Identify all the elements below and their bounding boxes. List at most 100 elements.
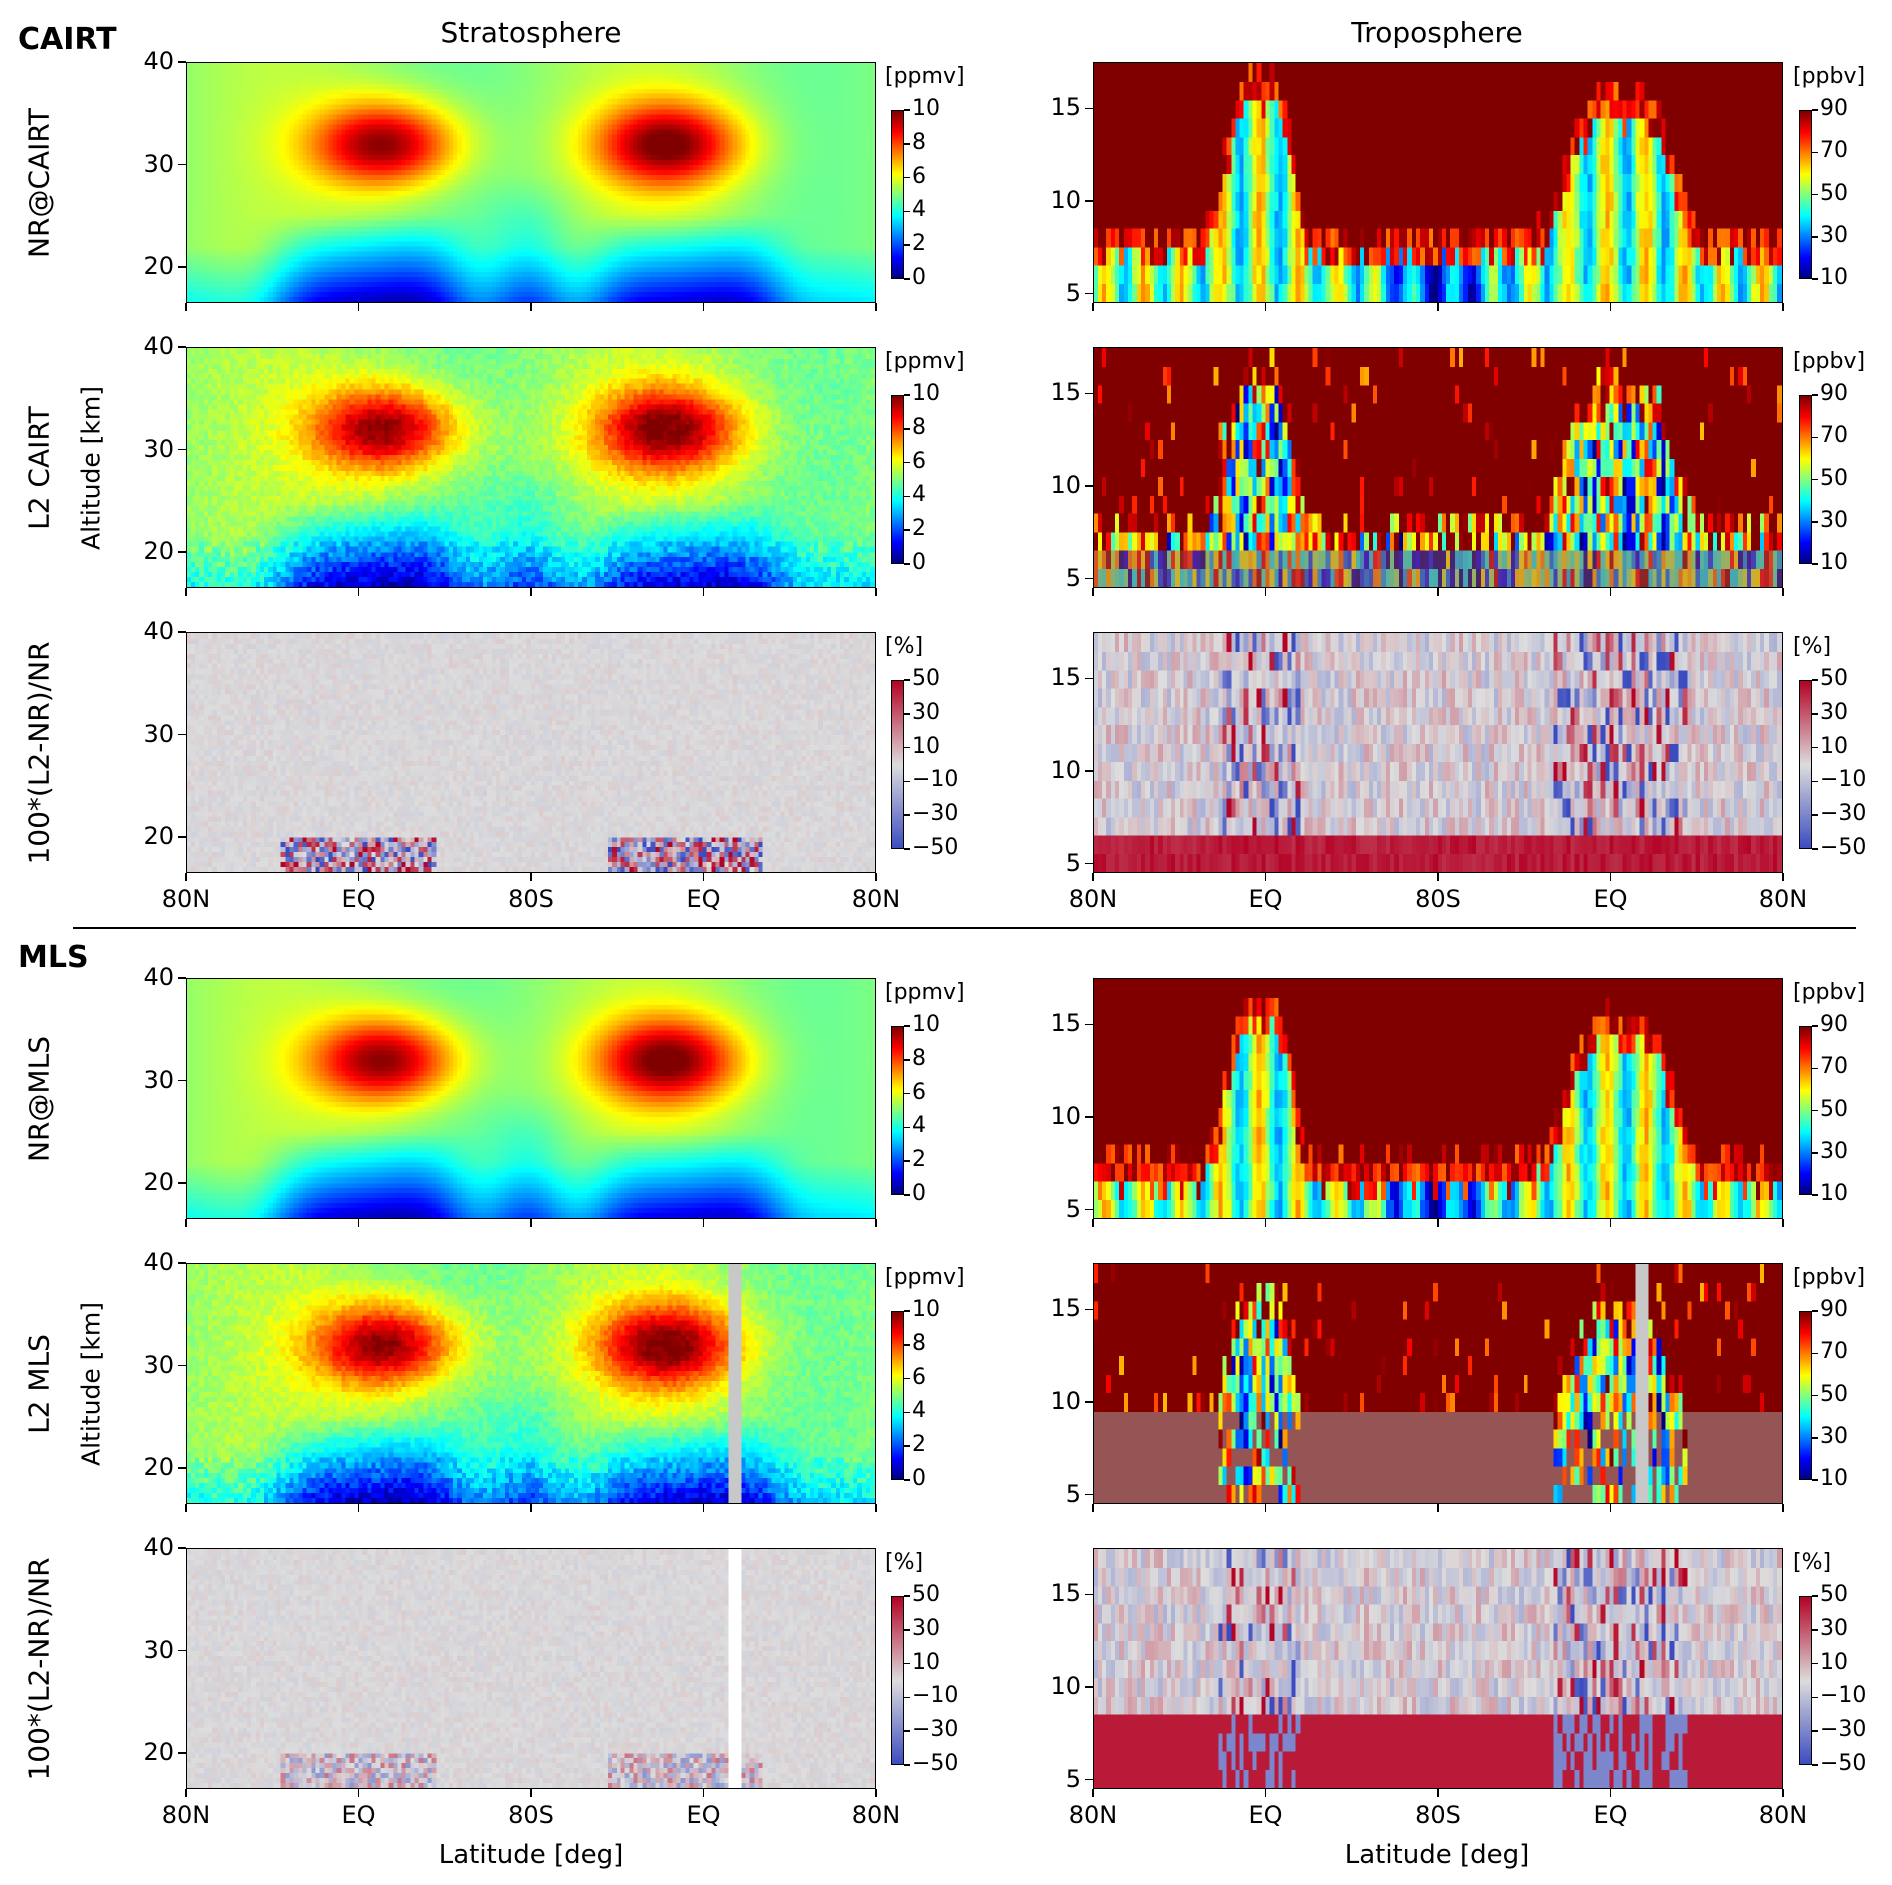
colorbar-tick-mark xyxy=(904,394,910,396)
colorbar-tick-label: 70 xyxy=(1820,423,1848,449)
heatmap-tropo-row2 xyxy=(1093,347,1783,588)
colorbar-tick-label: −10 xyxy=(1820,1683,1867,1709)
x-tick-mark xyxy=(1092,1789,1094,1797)
y-tick-label: 10 xyxy=(1050,1387,1081,1416)
x-tick-mark xyxy=(185,1219,187,1227)
colorbar-tick-label: 8 xyxy=(912,414,926,440)
colorbar-tick-mark xyxy=(1812,1662,1818,1665)
x-tick-mark xyxy=(1264,1504,1267,1512)
colorbar-tick-label: 50 xyxy=(912,666,940,691)
colorbar-diff xyxy=(1799,1596,1812,1765)
y-tick-label: 30 xyxy=(143,1065,174,1094)
colorbar-tick-label: 10 xyxy=(912,96,940,121)
colorbar-tick-label: 8 xyxy=(912,129,926,155)
colorbar-tick-label: 50 xyxy=(1820,465,1848,491)
colorbar-tick-mark xyxy=(904,848,910,850)
colorbar-tick-mark xyxy=(904,1344,910,1346)
x-tick-mark xyxy=(357,1789,360,1797)
heatmap-tropo-row5 xyxy=(1093,1263,1783,1504)
x-tick-label: 80N xyxy=(1068,1801,1118,1829)
colorbar-tick-label: 70 xyxy=(1820,1339,1848,1365)
y-tick-mark xyxy=(1085,1686,1093,1688)
colorbar-tick-label: 6 xyxy=(912,1364,926,1390)
colorbar-tick-mark xyxy=(904,244,910,246)
y-tick-mark xyxy=(1085,485,1093,487)
colorbar-tick-mark xyxy=(1812,780,1818,783)
colorbar-tick-mark xyxy=(1812,151,1818,153)
colorbar-tick-mark xyxy=(1812,1310,1818,1312)
colorbar-tick-mark xyxy=(1812,1394,1818,1397)
colorbar-tick-mark xyxy=(1812,1067,1818,1069)
x-tick-label: 80S xyxy=(508,885,554,913)
colorbar-tick-mark xyxy=(904,1696,910,1699)
colorbar-tropo_vmr xyxy=(1799,395,1812,564)
x-tick-mark xyxy=(1782,588,1784,596)
colorbar-tick-mark xyxy=(904,143,910,145)
x-tick-mark xyxy=(1782,1504,1784,1512)
section-divider xyxy=(73,927,1856,929)
colorbar-tick-mark xyxy=(904,1629,910,1631)
colorbar-tick-mark xyxy=(904,1160,910,1162)
colorbar-unit-label: [ppbv] xyxy=(1793,1265,1866,1290)
colorbar-tick-mark xyxy=(904,1025,910,1027)
heatmap-strat-row6 xyxy=(186,1548,876,1789)
y-tick-label: 30 xyxy=(143,149,174,178)
colorbar-tick-label: 30 xyxy=(912,699,940,725)
y-tick-label: 40 xyxy=(143,332,174,360)
heatmap-strat-row1 xyxy=(186,62,876,303)
y-tick-label: 10 xyxy=(1050,471,1081,500)
colorbar-tick-mark xyxy=(904,529,910,531)
y-tick-label: 40 xyxy=(143,1533,174,1561)
colorbar-tick-mark xyxy=(1812,109,1818,111)
colorbar-tick-label: 50 xyxy=(912,1582,940,1607)
x-tick-mark xyxy=(185,303,187,311)
y-tick-label: 30 xyxy=(143,434,174,463)
x-tick-mark xyxy=(185,1789,187,1797)
colorbar-tick-label: 30 xyxy=(1820,1615,1848,1641)
colorbar-tick-mark xyxy=(1812,1194,1818,1196)
y-tick-label: 40 xyxy=(143,963,174,991)
colorbar-tick-mark xyxy=(1812,746,1818,749)
y-tick-label: 30 xyxy=(143,1635,174,1664)
colorbar-diff xyxy=(891,1596,904,1765)
x-tick-mark xyxy=(530,1789,532,1797)
x-tick-label: EQ xyxy=(1248,1801,1283,1829)
colorbar-tick-label: 90 xyxy=(1820,96,1848,121)
x-tick-label: EQ xyxy=(1593,885,1628,913)
x-tick-label: 80S xyxy=(508,1801,554,1829)
colorbar-tick-mark xyxy=(1812,1629,1818,1631)
y-tick-label: 10 xyxy=(1050,1102,1081,1131)
heatmap-tropo-row1 xyxy=(1093,62,1783,303)
colorbar-tick-label: 2 xyxy=(912,516,926,542)
colorbar-tick-mark xyxy=(904,1595,910,1597)
x-tick-mark xyxy=(1264,303,1267,311)
colorbar-tick-label: 6 xyxy=(912,163,926,189)
colorbar-tick-label: −50 xyxy=(1820,1751,1867,1776)
y-tick-mark xyxy=(178,733,186,736)
y-tick-label: 10 xyxy=(1050,756,1081,785)
y-tick-label: 20 xyxy=(143,1738,174,1767)
y-tick-mark xyxy=(1085,107,1093,110)
x-tick-label: 80N xyxy=(161,885,211,913)
y-tick-mark xyxy=(1085,200,1093,202)
y-tick-mark xyxy=(1085,770,1093,772)
colorbar-tick-label: −30 xyxy=(1820,1717,1867,1743)
x-tick-label: 80S xyxy=(1415,1801,1461,1829)
x-tick-mark xyxy=(1264,1789,1267,1797)
y-tick-label: 5 xyxy=(1065,1479,1081,1508)
y-tick-mark xyxy=(178,551,186,553)
heatmap-strat-row2 xyxy=(186,347,876,588)
colorbar-tick-label: 10 xyxy=(1820,1466,1848,1491)
colorbar-tick-mark xyxy=(1812,236,1818,238)
y-tick-label: 20 xyxy=(143,1168,174,1197)
y-tick-label: 15 xyxy=(1050,1009,1081,1038)
y-tick-label: 10 xyxy=(1050,186,1081,215)
y-tick-mark xyxy=(1085,292,1093,295)
y-tick-label: 40 xyxy=(143,47,174,75)
x-tick-mark xyxy=(1092,873,1094,881)
colorbar-tick-mark xyxy=(1812,278,1818,280)
stratosphere-title: Stratosphere xyxy=(440,16,622,49)
y-tick-mark xyxy=(1085,1493,1093,1496)
y-tick-mark xyxy=(1085,1116,1093,1118)
colorbar-tick-label: 10 xyxy=(912,381,940,406)
